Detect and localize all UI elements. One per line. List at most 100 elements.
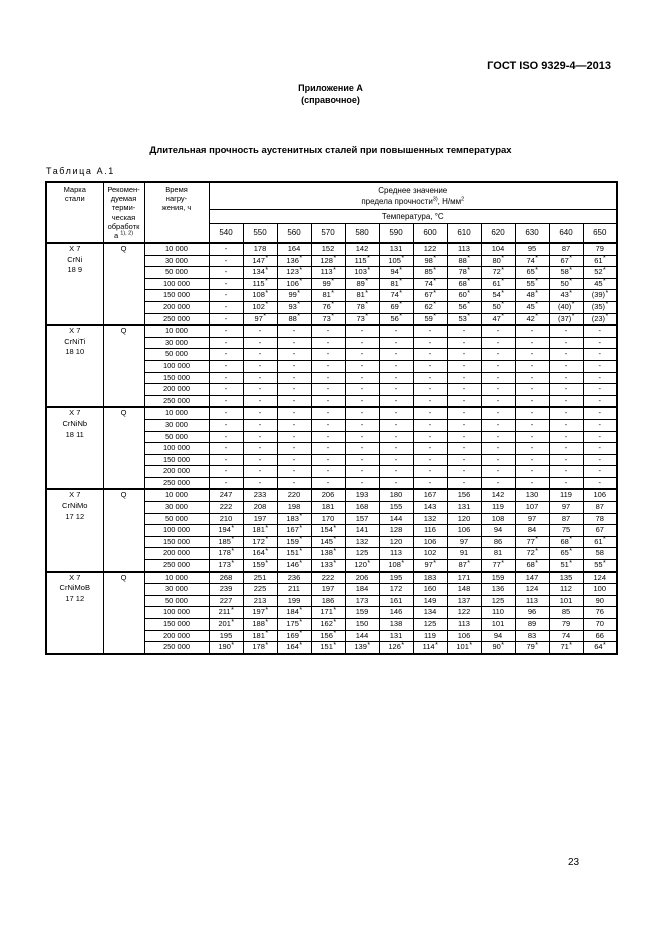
- strength-value-cell: -: [310, 453, 346, 467]
- strength-value-cell: 54*: [480, 289, 516, 302]
- temp-header-cell: 620: [480, 223, 516, 244]
- strength-value-cell: 122: [412, 241, 448, 256]
- steel-grade-cell: X 7 CrNiMoB 17 12: [45, 570, 104, 655]
- strength-value-cell: -: [412, 406, 448, 420]
- strength-value-cell: 159: [480, 570, 516, 585]
- load-time-cell: 30 000: [143, 336, 210, 350]
- strength-value-cell: -: [208, 348, 244, 361]
- strength-value-cell: 112: [548, 583, 584, 596]
- strength-value-cell: 131: [378, 241, 414, 256]
- strength-value-cell: 76: [582, 606, 618, 619]
- strength-value-cell: -: [514, 406, 550, 420]
- strength-value-cell: 144: [344, 629, 380, 643]
- load-time-cell: 100 000: [143, 277, 210, 291]
- load-time-cell: 30 000: [143, 254, 210, 268]
- strength-value-cell: -: [242, 336, 278, 350]
- strength-value-cell: 77*: [514, 535, 550, 549]
- load-time-cell: 150 000: [143, 535, 210, 549]
- strength-value-cell: 53*: [446, 312, 482, 326]
- strength-value-cell: -: [344, 394, 380, 408]
- strength-value-cell: -: [276, 453, 312, 467]
- load-time-cell: 50 000: [143, 430, 210, 444]
- strength-value-cell: -: [514, 453, 550, 467]
- strength-value-cell: 60*: [446, 289, 482, 302]
- strength-value-cell: 145*: [310, 535, 346, 549]
- strength-value-cell: -: [208, 359, 244, 373]
- strength-value-cell: 69*: [378, 300, 414, 314]
- strength-value-cell: 142: [344, 241, 380, 256]
- strength-value-cell: 169*: [276, 629, 312, 643]
- strength-value-cell: 120*: [344, 559, 380, 573]
- strength-value-cell: 162*: [310, 618, 346, 631]
- strength-value-cell: 87: [582, 501, 618, 514]
- strength-value-cell: -: [412, 453, 448, 467]
- strength-value-cell: 91: [446, 547, 482, 561]
- strength-table: Марка стали Рекомен-дуемая терми-ческая обра…: [45, 181, 618, 655]
- strength-value-cell: -: [344, 430, 380, 444]
- strength-value-cell: 138: [378, 618, 414, 631]
- strength-value-cell: -: [242, 324, 278, 338]
- strength-value-cell: -: [412, 324, 448, 338]
- strength-value-cell: -: [378, 476, 414, 490]
- strength-value-cell: 59*: [412, 312, 448, 326]
- strength-value-cell: -: [582, 453, 618, 467]
- page-number: 23: [568, 857, 580, 868]
- strength-value-cell: -: [242, 348, 278, 361]
- strength-value-cell: 68*: [446, 277, 482, 291]
- strength-value-cell: 56*: [446, 300, 482, 314]
- annex-line1: Приложение А: [298, 83, 363, 93]
- strength-value-cell: -: [480, 394, 516, 408]
- load-time-cell: 200 000: [143, 547, 210, 561]
- treatment-cell: Q: [102, 241, 145, 326]
- page-title: Длительная прочность аустенитных сталей …: [149, 145, 512, 156]
- strength-value-cell: 181*: [242, 524, 278, 537]
- strength-value-cell: 61*: [480, 277, 516, 291]
- strength-value-cell: 76*: [310, 300, 346, 314]
- strength-value-cell: 186: [310, 594, 346, 608]
- strength-value-cell: 55*: [514, 277, 550, 291]
- load-time-cell: 150 000: [143, 289, 210, 302]
- strength-value-cell: -: [514, 430, 550, 444]
- steel-grade-cell: X 7 CrNiMo 17 12: [45, 488, 104, 573]
- strength-value-cell: -: [276, 406, 312, 420]
- strength-value-cell: -: [310, 371, 346, 385]
- strength-value-cell: 50*: [480, 300, 516, 314]
- strength-value-cell: 73*: [344, 312, 380, 326]
- strength-value-cell: -: [480, 406, 516, 420]
- strength-value-cell: -: [208, 383, 244, 396]
- time-column-header: Время нагру-жения, ч: [143, 181, 210, 244]
- strength-value-cell: 181*: [242, 629, 278, 643]
- strength-value-cell: 178*: [242, 641, 278, 655]
- load-time-cell: 10 000: [143, 570, 210, 585]
- strength-value-cell: 198: [276, 501, 312, 514]
- load-time-cell: 30 000: [143, 418, 210, 432]
- strength-value-cell: 86: [480, 535, 516, 549]
- strength-value-cell: -: [310, 394, 346, 408]
- strength-value-cell: 211*: [208, 606, 244, 619]
- strength-value-cell: 103*: [344, 266, 380, 279]
- load-time-cell: 150 000: [143, 618, 210, 631]
- strength-value-cell: 62*: [412, 300, 448, 314]
- strength-value-cell: -: [208, 254, 244, 268]
- strength-value-cell: -: [582, 359, 618, 373]
- strength-value-cell: 130: [514, 488, 550, 503]
- strength-value-cell: -: [344, 336, 380, 350]
- strength-value-cell: 97: [446, 535, 482, 549]
- strength-value-cell: -: [242, 453, 278, 467]
- strength-value-cell: -: [344, 442, 380, 455]
- grade-column-header: Марка стали: [45, 181, 104, 244]
- strength-value-cell: 75: [548, 524, 584, 537]
- strength-value-cell: 206: [310, 488, 346, 503]
- doc-reference: ГОСТ ISO 9329-4—2013: [487, 60, 611, 72]
- strength-value-cell: -: [208, 336, 244, 350]
- strength-value-cell: 78: [582, 512, 618, 526]
- load-time-cell: 50 000: [143, 266, 210, 279]
- strength-value-cell: -: [378, 371, 414, 385]
- strength-value-cell: 106: [412, 535, 448, 549]
- strength-value-cell: -: [378, 406, 414, 420]
- strength-value-cell: 72*: [514, 547, 550, 561]
- strength-value-cell: 83: [514, 629, 550, 643]
- strength-value-cell: -: [548, 442, 584, 455]
- strength-value-cell: 146*: [276, 559, 312, 573]
- strength-value-cell: -: [344, 359, 380, 373]
